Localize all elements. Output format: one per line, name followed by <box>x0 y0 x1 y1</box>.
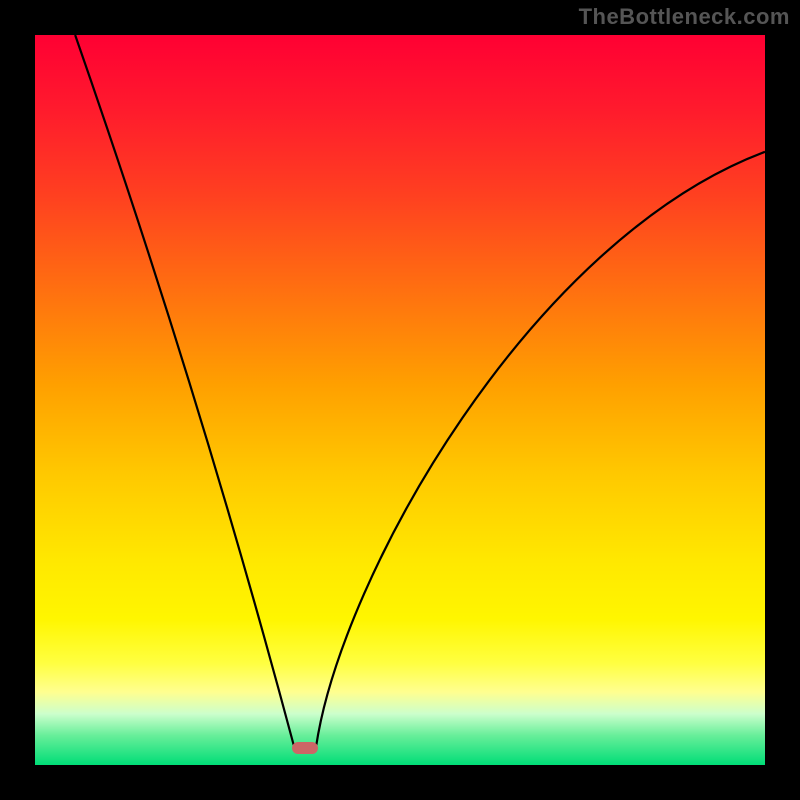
chart-plot-area <box>35 35 765 765</box>
watermark-text: TheBottleneck.com <box>579 4 790 30</box>
bottleneck-curve <box>35 35 765 765</box>
optimal-point-marker <box>292 742 318 754</box>
